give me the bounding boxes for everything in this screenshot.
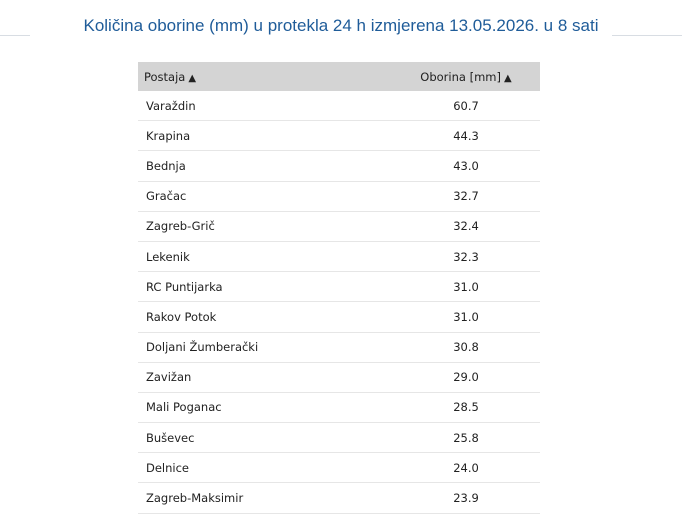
station-cell: Zagreb-Grič xyxy=(138,211,392,242)
table-row: Mali Poganac 28.5 xyxy=(138,392,540,424)
station-cell: Bednja xyxy=(138,150,392,182)
precipitation-cell: 60.7 xyxy=(392,91,540,122)
divider xyxy=(0,35,30,36)
table-row: Lekenik 32.3 xyxy=(138,241,540,273)
station-cell: Gračac xyxy=(138,181,392,212)
sort-icon: ▲ xyxy=(188,72,197,84)
table-row: Rakov Potok 31.0 xyxy=(138,301,540,333)
sort-icon: ▲ xyxy=(503,72,512,84)
station-cell: Delnice xyxy=(138,452,392,484)
precipitation-cell: 32.3 xyxy=(392,241,540,273)
station-cell: Krapina xyxy=(138,120,392,152)
station-cell: Lekenik xyxy=(138,241,392,273)
table-row: Delnice 24.0 xyxy=(138,452,540,484)
precipitation-cell: 32.4 xyxy=(392,211,540,242)
table-body: Varaždin 60.7 Krapina 44.3 Bednja 43.0 Gračac 3… xyxy=(138,91,540,514)
precipitation-cell: 43.0 xyxy=(392,150,540,182)
station-cell: Mali Poganac xyxy=(138,392,392,424)
header-label: Oborina [mm] xyxy=(420,69,501,84)
precipitation-cell: 44.3 xyxy=(392,120,540,152)
page-title: Količina oborine (mm) u protekla 24 h iz… xyxy=(83,16,599,35)
precipitation-cell: 25.8 xyxy=(392,422,540,454)
column-header[interactable]: Oborina [mm] ▲ xyxy=(392,62,540,91)
precipitation-table: Postaja ▲ Oborina [mm] ▲ Varaždin 60.7 Krapi… xyxy=(138,62,540,514)
table-row: Varaždin 60.7 xyxy=(138,91,540,122)
table-row: Bednja 43.0 xyxy=(138,150,540,182)
precipitation-cell: 31.0 xyxy=(392,271,540,303)
station-cell: Buševec xyxy=(138,422,392,454)
table-row: Krapina 44.3 xyxy=(138,120,540,152)
precipitation-cell: 28.5 xyxy=(392,392,540,424)
station-cell: Doljani Žumberački xyxy=(138,332,392,363)
table-row: Zagreb-Grič 32.4 xyxy=(138,211,540,242)
table-row: Doljani Žumberački 30.8 xyxy=(138,332,540,363)
table-row: Zagreb-Maksimir 23.9 xyxy=(138,482,540,514)
station-cell: Zagreb-Maksimir xyxy=(138,482,392,514)
precipitation-cell: 24.0 xyxy=(392,452,540,484)
table-row: Buševec 25.8 xyxy=(138,422,540,454)
divider xyxy=(612,35,682,36)
header-label: Postaja xyxy=(144,69,186,84)
station-cell: Varaždin xyxy=(138,91,392,122)
table-row: Gračac 32.7 xyxy=(138,181,540,212)
table-row: RC Puntijarka 31.0 xyxy=(138,271,540,303)
precipitation-cell: 23.9 xyxy=(392,482,540,514)
header-row: Postaja ▲ Oborina [mm] ▲ xyxy=(138,62,540,91)
station-cell: Zavižan xyxy=(138,362,392,393)
station-cell: Rakov Potok xyxy=(138,301,392,333)
precipitation-cell: 31.0 xyxy=(392,301,540,333)
table-row: Zavižan 29.0 xyxy=(138,362,540,393)
precipitation-cell: 29.0 xyxy=(392,362,540,393)
precipitation-cell: 30.8 xyxy=(392,332,540,363)
station-cell: RC Puntijarka xyxy=(138,271,392,303)
precipitation-cell: 32.7 xyxy=(392,181,540,212)
column-header[interactable]: Postaja ▲ xyxy=(138,62,392,91)
